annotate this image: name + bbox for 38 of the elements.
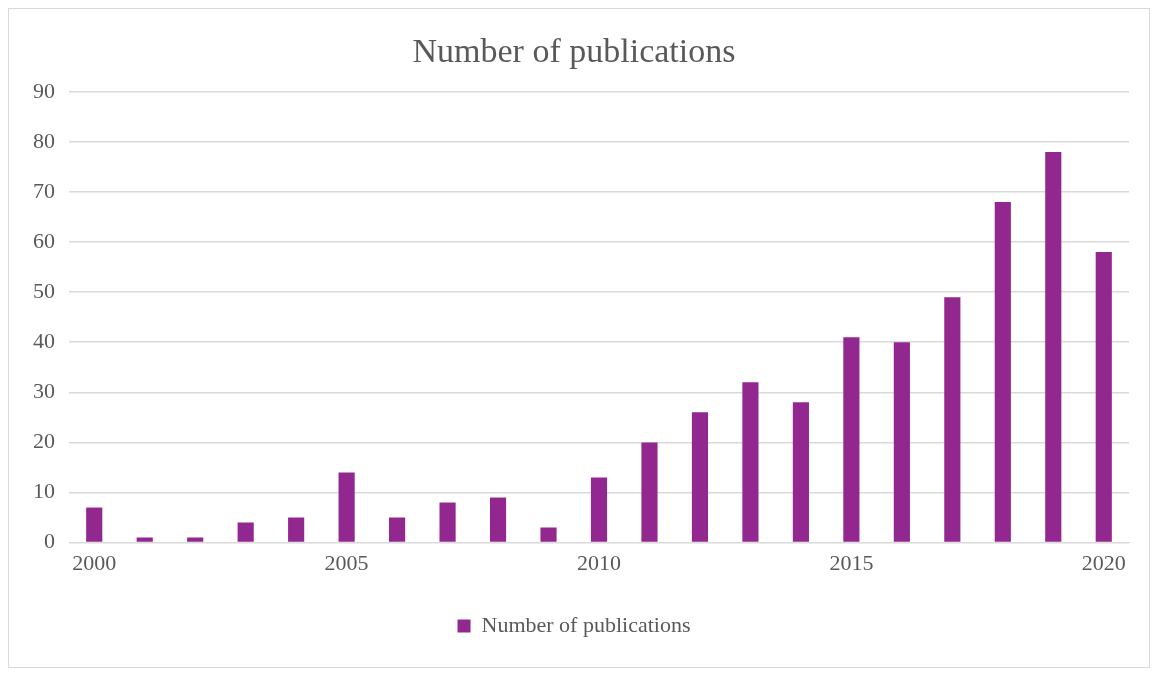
bar bbox=[590, 477, 608, 542]
chart-title: Number of publications bbox=[412, 32, 736, 70]
bar bbox=[944, 297, 961, 542]
bar bbox=[489, 497, 507, 542]
bar bbox=[136, 537, 153, 542]
y-tick-label: 20 bbox=[33, 428, 55, 454]
x-tick-label: 2010 bbox=[577, 549, 621, 575]
x-tick-label: 2015 bbox=[829, 549, 874, 575]
bar bbox=[86, 507, 103, 542]
y-tick-label: 30 bbox=[33, 378, 55, 404]
x-tick-label: 2000 bbox=[72, 549, 117, 575]
bar bbox=[893, 342, 910, 542]
bar bbox=[237, 522, 254, 542]
y-tick-label: 10 bbox=[33, 478, 55, 504]
y-tick-label: 60 bbox=[33, 227, 55, 253]
legend-label: Number of publications bbox=[481, 611, 691, 637]
y-tick-label: 40 bbox=[33, 328, 55, 354]
y-tick-label: 0 bbox=[44, 528, 55, 554]
x-tick-label: 2020 bbox=[1081, 549, 1126, 575]
bar bbox=[691, 412, 709, 542]
bar bbox=[389, 517, 406, 542]
bar bbox=[540, 527, 557, 542]
y-tick-label: 90 bbox=[33, 77, 55, 103]
bar bbox=[792, 402, 809, 542]
y-tick-label: 70 bbox=[33, 177, 55, 203]
bar bbox=[641, 442, 658, 542]
y-tick-label: 50 bbox=[33, 277, 55, 303]
bar bbox=[288, 517, 305, 542]
bar bbox=[187, 537, 204, 542]
bar bbox=[843, 337, 860, 542]
bar bbox=[1095, 252, 1112, 542]
bar bbox=[742, 382, 759, 542]
x-tick-label: 2005 bbox=[324, 549, 369, 575]
y-tick-label: 80 bbox=[33, 127, 55, 153]
bar bbox=[1045, 151, 1062, 542]
bar bbox=[338, 472, 355, 542]
bar bbox=[994, 202, 1011, 542]
bar bbox=[439, 502, 456, 542]
